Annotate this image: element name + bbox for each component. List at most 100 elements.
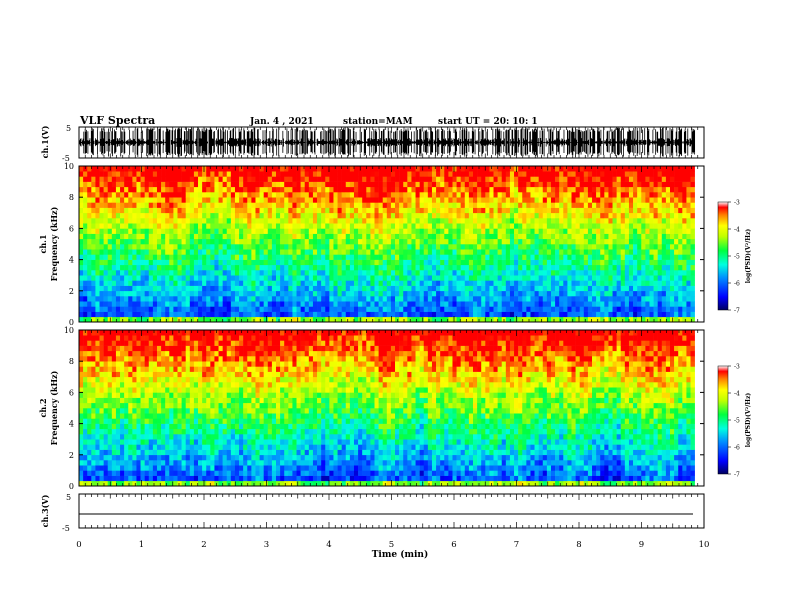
spec1-cell <box>608 182 612 188</box>
spec1-cell <box>559 202 563 208</box>
spec1-cell <box>686 166 690 172</box>
spec1-cell <box>157 265 161 271</box>
spec1-cell <box>362 213 366 219</box>
spec1-cell <box>91 291 95 297</box>
spec1-cell <box>662 187 666 193</box>
spec1-cell <box>292 265 296 271</box>
spec1-cell <box>629 306 633 312</box>
spec1-cell <box>202 301 206 307</box>
spec1-cell <box>424 171 428 177</box>
spec1-cell <box>555 301 559 307</box>
spec1-cell <box>596 244 600 250</box>
spec1-cell <box>317 312 321 318</box>
spec1-cell <box>292 187 296 193</box>
spec1-cell <box>264 265 268 271</box>
spec2-cell <box>95 413 99 419</box>
spec1-cell <box>670 312 674 318</box>
spec2-cell <box>124 450 128 456</box>
spec1-cell <box>145 291 149 297</box>
spec2-cell <box>108 366 112 372</box>
spec1-cell <box>280 234 284 240</box>
spec1-cell <box>649 291 653 297</box>
spec1-cell <box>95 223 99 229</box>
spec1-cell <box>116 270 120 276</box>
spec1-cell <box>403 286 407 292</box>
spec1-cell <box>79 306 83 312</box>
spec1-cell <box>444 286 448 292</box>
spec1-cell <box>580 296 584 302</box>
spec1-cell <box>391 228 395 234</box>
spec1-cell <box>432 228 436 234</box>
spec1-cell <box>625 192 629 198</box>
spec1-cell <box>682 228 686 234</box>
spec1-cell <box>149 182 153 188</box>
spec1-cell <box>592 202 596 208</box>
spec1-cell <box>682 249 686 255</box>
spec1-cell <box>91 286 95 292</box>
spec1-cell <box>383 192 387 198</box>
spec1-cell <box>317 166 321 172</box>
spec1-cell <box>194 296 198 302</box>
spec1-cell <box>227 270 231 276</box>
spec1-cell <box>649 202 653 208</box>
spec1-cell <box>202 213 206 219</box>
spec2-cell <box>91 476 95 482</box>
spec1-cell <box>452 270 456 276</box>
spec1-cell <box>165 182 169 188</box>
spec2-cell <box>132 444 136 450</box>
spec1-cell <box>288 202 292 208</box>
spec1-cell <box>276 265 280 271</box>
spec1-cell <box>338 286 342 292</box>
spec1-cell <box>559 171 563 177</box>
spec1-cell <box>116 286 120 292</box>
spec1-cell <box>309 260 313 266</box>
spec1-cell <box>268 176 272 182</box>
spec1-cell <box>198 265 202 271</box>
spec1-cell <box>141 275 145 281</box>
spec1-cell <box>485 202 489 208</box>
spec1-cell <box>469 244 473 250</box>
spec2-cell <box>79 450 83 456</box>
spec1-cell <box>214 187 218 193</box>
spec1-cell <box>682 171 686 177</box>
spec1-cell <box>358 244 362 250</box>
spec1-cell <box>268 306 272 312</box>
spec1-cell <box>526 228 530 234</box>
spec1-cell <box>108 244 112 250</box>
spec1-cell <box>165 280 169 286</box>
spec1-cell <box>559 280 563 286</box>
spec1-cell <box>313 208 317 214</box>
spec1-cell <box>169 260 173 266</box>
spec1-cell <box>243 275 247 281</box>
start-time-label: start UT = 20: 10: 1 <box>438 117 538 127</box>
spec1-cell <box>539 176 543 182</box>
spec1-cell <box>522 254 526 260</box>
spec1-cell <box>284 176 288 182</box>
spec2-cell <box>83 377 87 383</box>
spec1-cell <box>100 306 104 312</box>
spec1-cell <box>219 176 223 182</box>
spectrogram-ch1-ylabel-frequency: Frequency (kHz) <box>49 206 59 281</box>
spec1-cell <box>387 202 391 208</box>
spec1-cell <box>514 291 518 297</box>
spec1-cell <box>214 249 218 255</box>
spec2-cell <box>87 434 91 440</box>
spec1-cell <box>649 280 653 286</box>
spec2-cell <box>108 340 112 346</box>
spec1-cell <box>670 286 674 292</box>
spec1-cell <box>375 176 379 182</box>
spec1-cell <box>674 260 678 266</box>
spec1-cell <box>272 218 276 224</box>
spec1-cell <box>473 176 477 182</box>
spec2-cell <box>87 418 91 424</box>
spec1-cell <box>239 228 243 234</box>
spec1-cell <box>580 176 584 182</box>
spec1-cell <box>219 249 223 255</box>
spec1-cell <box>563 301 567 307</box>
spec1-cell <box>518 223 522 229</box>
spec2-cell <box>128 356 132 362</box>
spec1-cell <box>559 249 563 255</box>
spec1-cell <box>95 213 99 219</box>
spec1-cell <box>173 306 177 312</box>
spec1-cell <box>444 234 448 240</box>
